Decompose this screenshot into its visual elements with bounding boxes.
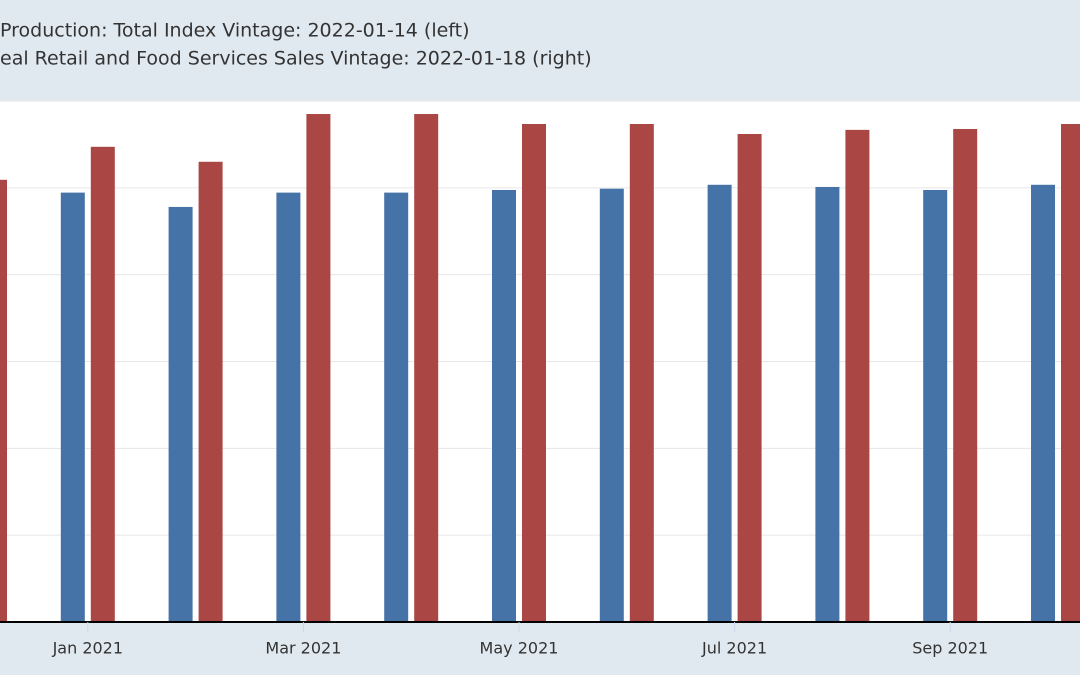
bar bbox=[629, 124, 654, 622]
x-tick-label: Mar 2021 bbox=[265, 639, 341, 658]
legend-label: eal Retail and Food Services Sales Vinta… bbox=[0, 48, 592, 70]
bar bbox=[953, 129, 978, 622]
bar bbox=[60, 192, 85, 622]
bar bbox=[1031, 184, 1055, 622]
bar bbox=[198, 161, 223, 623]
bar bbox=[737, 133, 762, 622]
bar bbox=[845, 129, 870, 623]
bar bbox=[90, 146, 115, 623]
bar bbox=[306, 114, 331, 623]
bar bbox=[384, 192, 409, 622]
bar bbox=[414, 114, 439, 623]
bar bbox=[0, 179, 7, 622]
bar bbox=[599, 188, 624, 622]
legend-label: Production: Total Index Vintage: 2022-01… bbox=[0, 20, 470, 42]
bar bbox=[815, 186, 840, 622]
bar bbox=[168, 206, 193, 623]
x-tick-label: May 2021 bbox=[480, 639, 559, 658]
x-tick-label: Sep 2021 bbox=[912, 639, 988, 658]
x-tick-label: Jan 2021 bbox=[52, 639, 123, 658]
bar bbox=[707, 184, 732, 622]
bar bbox=[1061, 124, 1080, 622]
bar bbox=[492, 190, 516, 623]
bar bbox=[522, 124, 546, 622]
x-tick-label: Jul 2021 bbox=[701, 639, 767, 658]
bar bbox=[276, 192, 301, 622]
bar bbox=[923, 190, 948, 623]
